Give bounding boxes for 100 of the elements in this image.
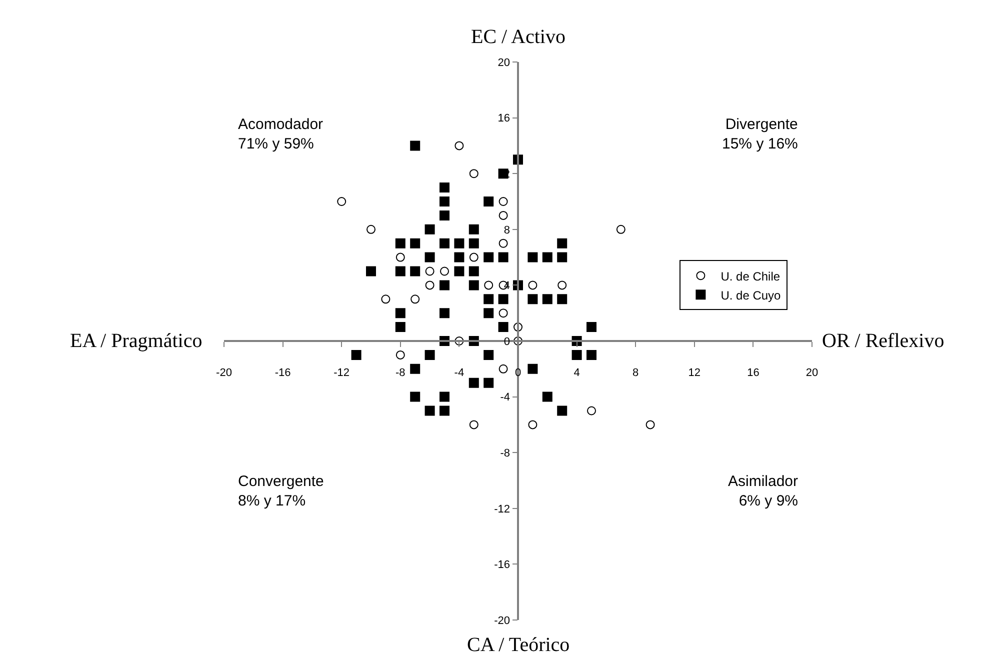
point xyxy=(440,280,450,290)
annotation: Asimilador 6% y 9% xyxy=(728,473,798,510)
y-tick-label: -4 xyxy=(500,392,510,404)
point xyxy=(498,210,508,220)
point xyxy=(528,252,538,262)
point xyxy=(498,252,508,262)
point xyxy=(498,308,508,318)
point xyxy=(366,266,376,276)
point xyxy=(410,392,420,402)
point xyxy=(424,224,435,234)
point xyxy=(484,252,494,262)
point xyxy=(454,266,464,276)
point xyxy=(440,406,450,416)
point xyxy=(542,294,552,304)
x-tick-label: -12 xyxy=(334,366,350,379)
point xyxy=(424,252,435,262)
point xyxy=(468,378,479,388)
legend-label: U. de Cuyo xyxy=(720,288,782,302)
point xyxy=(440,196,450,206)
point xyxy=(396,350,405,360)
x-tick-label: -16 xyxy=(274,366,291,379)
point xyxy=(337,197,346,206)
point xyxy=(395,308,406,318)
point xyxy=(468,224,479,234)
point xyxy=(440,182,450,193)
y-tick-label: -8 xyxy=(500,447,510,460)
point xyxy=(366,224,376,234)
point xyxy=(410,140,420,151)
text: EC / Activo xyxy=(471,26,566,48)
x-tick-label: -20 xyxy=(216,366,232,379)
point xyxy=(468,238,479,248)
point xyxy=(542,252,552,262)
point xyxy=(498,322,508,332)
legend-label: U. de Chile xyxy=(720,269,780,284)
point xyxy=(469,420,478,430)
point xyxy=(528,294,538,304)
point xyxy=(498,197,508,206)
point xyxy=(425,280,434,290)
point xyxy=(454,252,464,262)
y-tick-label: -16 xyxy=(494,559,510,572)
point xyxy=(616,224,626,234)
point xyxy=(395,322,406,332)
point xyxy=(557,238,568,248)
point xyxy=(586,322,596,332)
point xyxy=(528,280,538,290)
point xyxy=(395,266,406,276)
point xyxy=(484,378,494,388)
point xyxy=(454,141,464,150)
point xyxy=(498,238,508,248)
point xyxy=(468,280,479,290)
point xyxy=(469,169,478,178)
point xyxy=(410,266,420,276)
point xyxy=(410,364,420,374)
point xyxy=(454,238,464,248)
annotation: Convergente 8% y 17% xyxy=(238,473,324,510)
point xyxy=(440,238,450,248)
point xyxy=(440,392,450,402)
point xyxy=(469,252,478,262)
point xyxy=(351,350,362,360)
point xyxy=(484,308,494,318)
point xyxy=(587,406,596,416)
y-tick-label: -12 xyxy=(494,503,510,516)
point xyxy=(424,350,435,360)
text: EA / Pragmático xyxy=(70,330,202,352)
point xyxy=(396,252,405,262)
point xyxy=(498,294,508,304)
point xyxy=(410,294,420,304)
x-tick-label: 8 xyxy=(632,366,639,379)
point xyxy=(440,210,450,220)
point xyxy=(410,238,420,248)
point xyxy=(557,406,568,416)
point xyxy=(440,266,449,276)
point xyxy=(468,266,479,276)
x-tick-label: 16 xyxy=(747,366,760,379)
y-tick-label: -20 xyxy=(494,614,510,627)
text: CA / Teórico xyxy=(467,634,570,656)
point xyxy=(572,350,582,360)
x-tick-label: 0 xyxy=(514,366,522,379)
point xyxy=(646,420,655,430)
x-tick-label: -8 xyxy=(396,366,406,379)
point xyxy=(484,196,494,206)
x-tick-label: -4 xyxy=(454,366,464,379)
x-tick-label: 4 xyxy=(574,366,580,379)
point xyxy=(484,350,494,360)
point xyxy=(558,280,567,290)
point xyxy=(484,294,494,304)
point xyxy=(557,252,568,262)
point xyxy=(425,266,434,276)
point xyxy=(557,294,568,304)
point xyxy=(440,308,450,318)
point xyxy=(498,364,508,374)
y-tick-label: 16 xyxy=(498,112,510,125)
point xyxy=(395,238,406,248)
point xyxy=(586,350,596,360)
annotation: Divergente 15% y 16% xyxy=(722,116,798,152)
point xyxy=(484,280,494,290)
x-tick-label: 12 xyxy=(688,366,701,379)
point xyxy=(381,294,390,304)
text: OR / Reflexivo xyxy=(822,330,944,352)
y-tick-label: 0 xyxy=(504,336,510,348)
